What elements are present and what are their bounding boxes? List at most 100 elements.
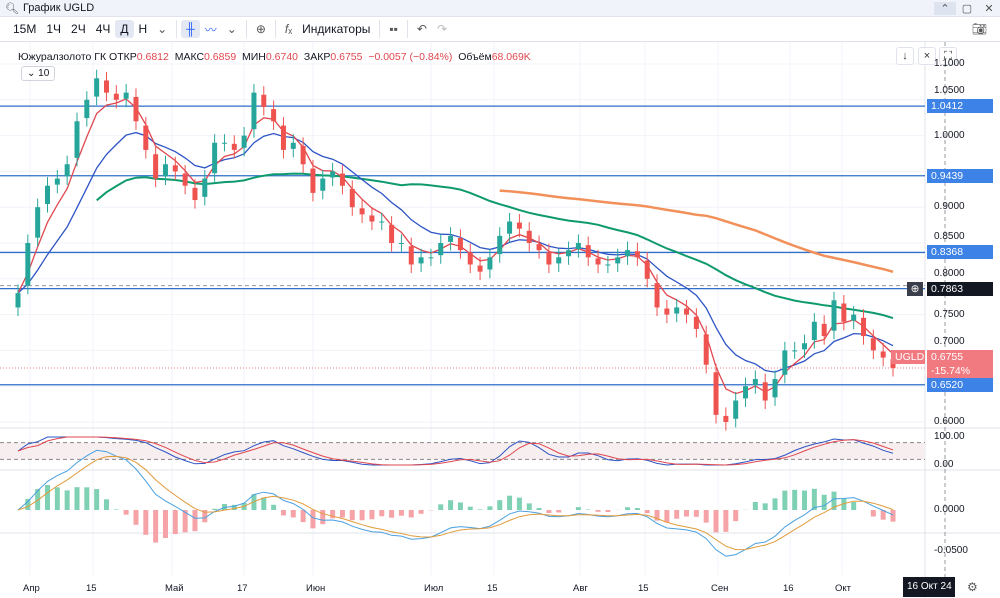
macd-histogram-bar [339,510,345,518]
macd-histogram-bar [841,498,847,510]
macd-histogram-bar [880,510,886,520]
time-tick-label: Апр [23,583,40,594]
price-tick-label: 0.8000 [934,268,965,279]
macd-histogram-bar [418,510,424,514]
sma-200-line [499,189,894,274]
candle-body [35,207,41,238]
close-icon[interactable]: × [918,47,936,65]
macd-histogram-bar [172,510,178,535]
candle-body [25,243,31,286]
macd-histogram-bar [595,510,601,512]
collapse-button[interactable]: ⌃ [934,1,956,15]
crosshair-date: 16 Окт 24 [903,577,955,597]
macd-histogram-bar [25,498,31,510]
maximize-button[interactable]: ▢ [961,2,973,15]
macd-histogram-bar [74,487,80,510]
candle-body [231,143,237,150]
macd-line [17,449,894,557]
candle-body [477,265,483,272]
time-tick-label: 15 [487,583,498,594]
candle-body [221,142,227,144]
macd-histogram-bar [870,510,876,517]
candle-body [379,221,385,223]
candle-body [664,308,670,315]
macd-histogram-bar [782,490,788,510]
candle-body [507,221,513,234]
macd-histogram-bar [448,500,454,510]
macd-histogram-bar [536,508,542,510]
settings-icon[interactable]: ⚙ [967,580,978,594]
interval-week[interactable]: Н [138,22,148,36]
candle-body [192,187,198,201]
add-alert-icon[interactable]: ⊕ [907,282,923,296]
macd-histogram-bar [271,504,277,510]
candle-body [546,252,552,265]
candle-body [634,251,640,258]
macd-histogram-bar [497,500,503,510]
time-tick-label: 16 [783,583,794,594]
candle-body [792,350,798,352]
last-change-tag: -15.74% [927,364,993,378]
fx-icon[interactable]: fₓ [284,22,293,36]
candle-body [566,250,572,257]
indicators-button[interactable]: Индикаторы [302,22,371,36]
macd-histogram-bar [398,510,404,516]
candle-body [811,321,817,341]
macd-histogram-bar [644,510,650,514]
candles-icon[interactable]: ╫ [181,20,200,38]
undo-icon[interactable]: ↶ [416,22,427,36]
candle-body [615,257,621,264]
macd-histogram-bar [762,503,768,510]
candle-body [103,80,109,93]
macd-tick-label: -0.0500 [934,545,968,556]
close-button[interactable]: ✕ [984,2,994,15]
layout-icon[interactable]: ▪▪ [389,22,398,36]
macd-histogram-bar [162,510,168,538]
macd-histogram-bar [723,510,729,532]
candle-body [15,293,21,308]
add-compare-icon[interactable]: ⊕ [255,22,266,36]
redo-icon[interactable]: ↷ [436,22,448,36]
line-chart-icon[interactable]: 〰 [204,22,217,37]
camera-icon[interactable]: 📷︎ [971,22,987,36]
macd-histogram-bar [202,510,208,523]
candle-body [605,264,611,266]
chevron-down-icon[interactable]: ⌄ [226,22,237,36]
macd-histogram-bar [802,490,808,510]
macd-histogram-bar [507,495,513,510]
macd-histogram-bar [389,510,395,518]
interval-day[interactable]: Д [115,20,134,38]
candle-body [271,109,277,122]
fullscreen-icon[interactable]: ⛶ [939,47,957,65]
interval-15m[interactable]: 15M [13,22,37,36]
macd-histogram-bar [674,510,680,519]
time-tick-label: Июл [424,583,444,594]
candle-body [802,343,808,350]
candle-body [556,257,562,264]
candle-body [369,215,375,222]
ema-fast-line [17,98,894,395]
time-tick-label: Май [165,583,184,594]
interval-2h[interactable]: 2Ч [71,22,86,36]
time-tick-label: 17 [237,583,248,594]
candle-body [241,135,247,148]
macd-histogram-bar [103,499,109,510]
candle-body [743,386,749,399]
arrow-down-icon[interactable]: ↓ [896,47,914,65]
interval-4h[interactable]: 4Ч [95,22,111,36]
macd-tick-label: 0.0000 [934,504,965,515]
candle-body [389,224,395,243]
macd-histogram-bar [320,510,326,525]
candle-body [123,92,129,99]
candle-body [782,350,788,375]
toolbar: 15M 1Ч 2Ч 4Ч Д Н ⌄ ╫ 〰 ⌄ ⊕ fₓ Индикаторы… [0,17,1000,42]
candle-body [398,243,404,244]
indicators-collapse-button[interactable]: ⌄ 10 [21,66,56,81]
chevron-down-icon[interactable]: ⌄ [157,22,168,36]
candle-body [261,94,267,107]
interval-1h[interactable]: 1Ч [46,22,62,36]
macd-histogram-bar [64,490,70,510]
candle-body [320,178,326,191]
window-title[interactable]: График UGLD [22,2,95,14]
price-chart[interactable] [0,42,1000,598]
